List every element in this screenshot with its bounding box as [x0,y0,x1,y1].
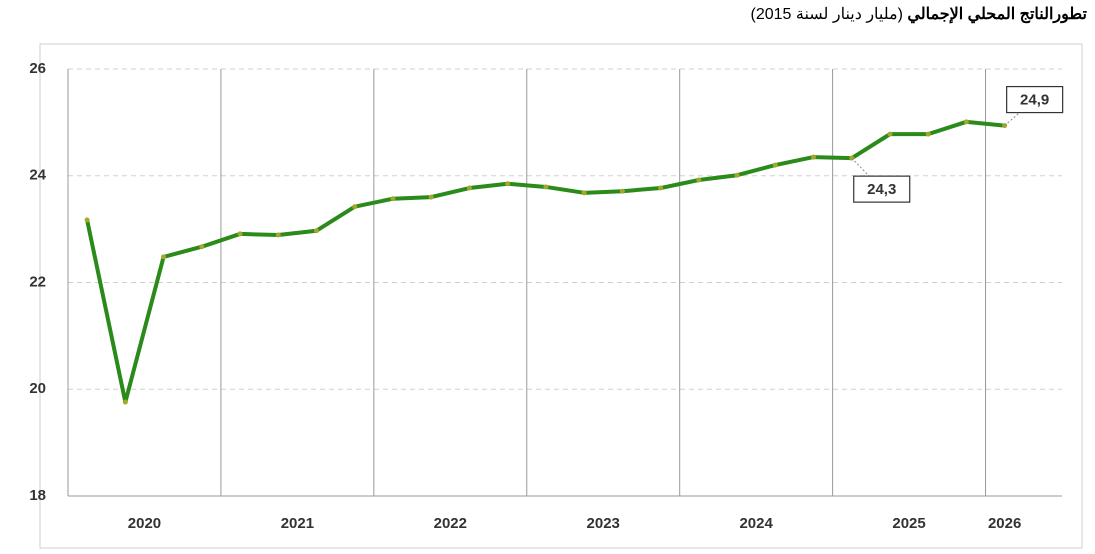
data-point [275,232,281,238]
x-tick-label: 2020 [128,515,161,532]
data-point [505,181,511,187]
x-tick-label: 2023 [587,515,620,532]
data-point [772,162,778,168]
data-point [390,196,396,202]
chart-title: تطورالناتج المحلي الإجمالي [907,6,1087,23]
data-point [811,154,816,160]
chart-subtitle: (مليار دينار لسنة 2015) [750,6,903,23]
data-point [963,119,969,125]
y-tick-label: 26 [29,60,46,77]
x-tick-label: 2022 [434,515,467,532]
data-point [199,244,205,250]
leader-line [851,157,883,190]
chart-frame [39,43,1083,549]
data-point [237,231,243,237]
data-point [314,228,319,234]
data-point [734,172,740,178]
data-point [887,131,893,137]
data-point [581,190,587,196]
y-tick-label: 20 [29,380,46,397]
label-box [1006,85,1064,114]
data-point [122,399,128,405]
x-tick-label: 2024 [739,515,773,532]
label-box [853,175,911,203]
y-tick-label: 22 [29,273,46,290]
x-tick-label: 2025 [892,515,925,532]
data-point [352,204,358,210]
data-label: 24,9 [1020,92,1049,109]
data-point [466,185,472,191]
data-point [925,131,931,137]
data-point [619,188,625,194]
x-tick-label: 2026 [988,515,1021,532]
data-point [161,254,167,260]
data-point [428,194,434,200]
y-tick-label: 18 [29,487,46,504]
x-tick-label: 2021 [281,515,314,532]
title-block: تطورالناتج المحلي الإجمالي (مليار دينار … [751,4,1088,24]
data-point [84,217,90,223]
data-point [658,185,664,191]
data-line [85,119,1005,405]
data-point [543,184,549,190]
data-point [696,177,702,183]
y-tick-label: 24 [29,167,46,184]
data-label: 24,3 [867,181,896,198]
